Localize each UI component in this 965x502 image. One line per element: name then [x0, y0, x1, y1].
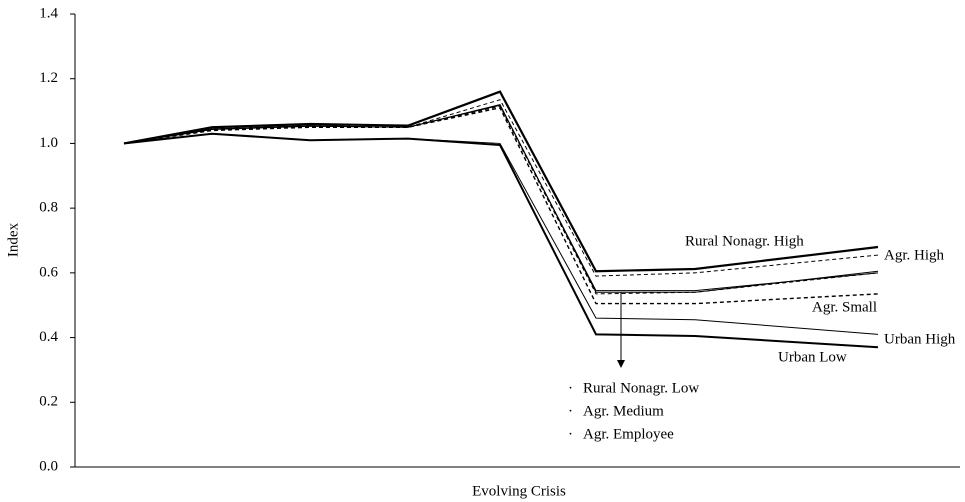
bullet: · [568, 380, 573, 396]
series-label: Agr. High [884, 247, 945, 263]
series-label: Urban Low [778, 349, 847, 365]
bullet: · [568, 426, 573, 442]
y-axis-label: Index [5, 222, 21, 257]
series-label: Rural Nonagr. Low [583, 380, 699, 396]
y-tick-label: 0.0 [39, 458, 58, 474]
arrow-head [617, 360, 625, 368]
y-tick-label: 1.0 [39, 135, 58, 151]
series-line [123, 132, 879, 349]
y-tick-label: 0.8 [39, 200, 58, 216]
y-tick-label: 1.4 [39, 5, 58, 21]
series-line [123, 107, 879, 305]
x-axis-label: Evolving Crisis [472, 483, 566, 499]
series-label: Agr. Employee [583, 426, 674, 442]
y-tick-label: 0.2 [39, 394, 58, 410]
series-label: Urban High [884, 331, 956, 347]
y-tick-label: 0.6 [39, 264, 58, 280]
series-line [123, 90, 879, 273]
series-label: Rural Nonagr. High [685, 233, 804, 249]
series-line [123, 104, 879, 293]
y-tick-label: 1.2 [39, 70, 58, 86]
series-label: Agr. Medium [583, 403, 664, 419]
series-line [123, 104, 879, 292]
y-tick-label: 0.4 [39, 329, 58, 345]
series-label: Agr. Small [812, 299, 877, 315]
bullet: · [568, 403, 573, 419]
